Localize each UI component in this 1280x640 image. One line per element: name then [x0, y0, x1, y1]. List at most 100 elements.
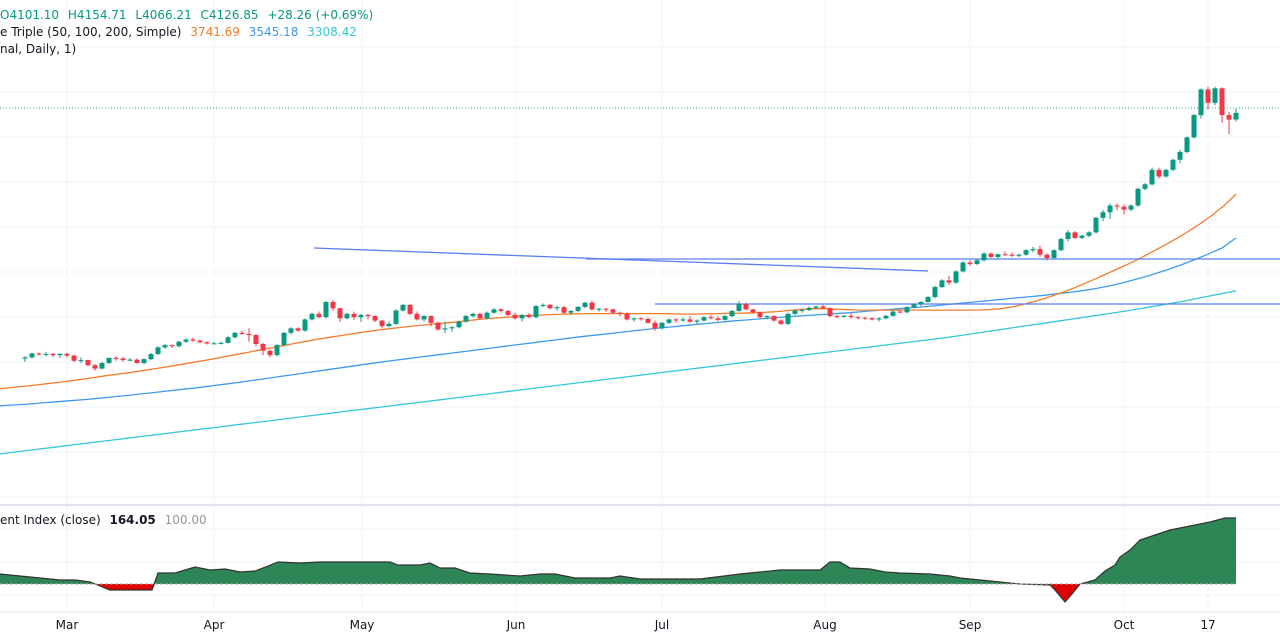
candle-body: [645, 318, 651, 323]
candle-body: [505, 310, 511, 315]
candle-body: [267, 350, 273, 356]
candle-body: [1177, 151, 1183, 160]
candle-body: [512, 314, 518, 319]
candle-body: [183, 339, 189, 342]
candle-body: [295, 328, 301, 331]
candle-body: [1016, 254, 1022, 256]
candle-body: [379, 320, 385, 327]
candle-body: [519, 314, 525, 319]
trendlines[interactable]: [313, 247, 1280, 305]
candle-body: [1023, 250, 1029, 255]
time-axis[interactable]: Mar Apr May Jun Jul Aug Sep Oct 17: [0, 618, 1280, 634]
index-area-plot: [0, 517, 1236, 603]
candle-body: [778, 320, 784, 324]
candle-body: [687, 319, 693, 322]
candle-body: [820, 306, 826, 309]
candle-body: [491, 309, 497, 313]
candle-body: [456, 321, 462, 328]
candle-body: [442, 328, 448, 330]
candle-body: [204, 342, 210, 344]
ma-label: e Triple (50, 100, 200, Simple): [0, 25, 182, 39]
candle-body: [694, 320, 700, 322]
candle-body: [1051, 250, 1057, 259]
candle-body: [365, 314, 371, 317]
time-axis-label: 17: [1200, 618, 1216, 632]
candle-body: [120, 358, 126, 361]
candle-body: [337, 308, 343, 319]
candle-body: [792, 310, 798, 314]
candle-body: [715, 318, 721, 320]
candle-body: [1156, 169, 1162, 177]
moving-averages: [0, 193, 1237, 455]
candle-body: [99, 362, 105, 369]
candle-body: [449, 327, 455, 329]
indicator-legend[interactable]: ent Index (close) 164.05 100.00: [0, 512, 212, 528]
candle-body: [414, 313, 420, 320]
candle-body: [897, 311, 903, 313]
ma100-value: 3545.18: [248, 25, 299, 39]
candle-body: [1128, 205, 1134, 210]
candle-body: [1100, 212, 1106, 218]
candle-body: [827, 308, 833, 317]
candle-body: [372, 316, 378, 321]
time-axis-label: Mar: [55, 618, 79, 632]
candle-body: [1219, 88, 1225, 116]
negative-area: [0, 584, 1236, 602]
candle-body: [211, 343, 217, 345]
candle-body: [596, 308, 602, 310]
candle-body: [316, 313, 322, 318]
indicator-level: 100.00: [164, 513, 207, 527]
candle-body: [407, 304, 413, 314]
candle-body: [1191, 115, 1197, 138]
candle-body: [757, 312, 763, 318]
candle-body: [638, 318, 644, 320]
candle-body: [841, 315, 847, 317]
candle-body: [1093, 217, 1099, 233]
candle-body: [155, 347, 161, 355]
candle-body: [470, 313, 476, 317]
candle-body: [127, 359, 133, 361]
time-axis-label: Oct: [1113, 618, 1135, 632]
candle-body: [197, 340, 203, 343]
index-line: [0, 517, 1236, 603]
candle-body: [1114, 205, 1120, 207]
candle-body: [36, 353, 42, 355]
candle-body: [57, 353, 63, 356]
candle-body: [134, 359, 140, 363]
candle-body: [533, 306, 539, 318]
candle-body: [932, 287, 938, 298]
candle-body: [1121, 206, 1127, 210]
candle-body: [85, 360, 91, 366]
ma-legend[interactable]: e Triple (50, 100, 200, Simple) 3741.69 …: [0, 24, 362, 40]
candle-body: [190, 339, 196, 341]
candle-body: [29, 353, 35, 358]
high-value: H4154.71: [67, 8, 127, 22]
candle-body: [246, 333, 252, 336]
candle-body: [834, 316, 840, 318]
candle-body: [988, 253, 994, 257]
candle-body: [428, 316, 434, 323]
candle-body: [631, 318, 637, 320]
candle-body: [1233, 112, 1239, 120]
candle-body: [1030, 249, 1036, 251]
ma100-line: [0, 237, 1237, 407]
ma50-value: 3741.69: [190, 25, 240, 39]
candle-body: [1205, 89, 1211, 103]
time-axis-label: Jun: [506, 618, 526, 632]
candle-body: [309, 313, 315, 320]
candle-body: [953, 271, 959, 283]
candle-body: [113, 357, 119, 359]
ma50-line: [0, 193, 1237, 390]
candle-body: [722, 316, 728, 320]
candle-body: [148, 354, 154, 360]
ma200-line: [0, 290, 1237, 455]
candle-body: [1226, 115, 1232, 120]
candle-body: [981, 253, 987, 261]
candle-body: [1135, 188, 1141, 206]
candle-body: [1002, 254, 1008, 256]
candle-body: [799, 310, 805, 312]
candle-body: [1065, 232, 1071, 240]
candle-body: [806, 307, 812, 311]
candle-body: [610, 309, 616, 313]
